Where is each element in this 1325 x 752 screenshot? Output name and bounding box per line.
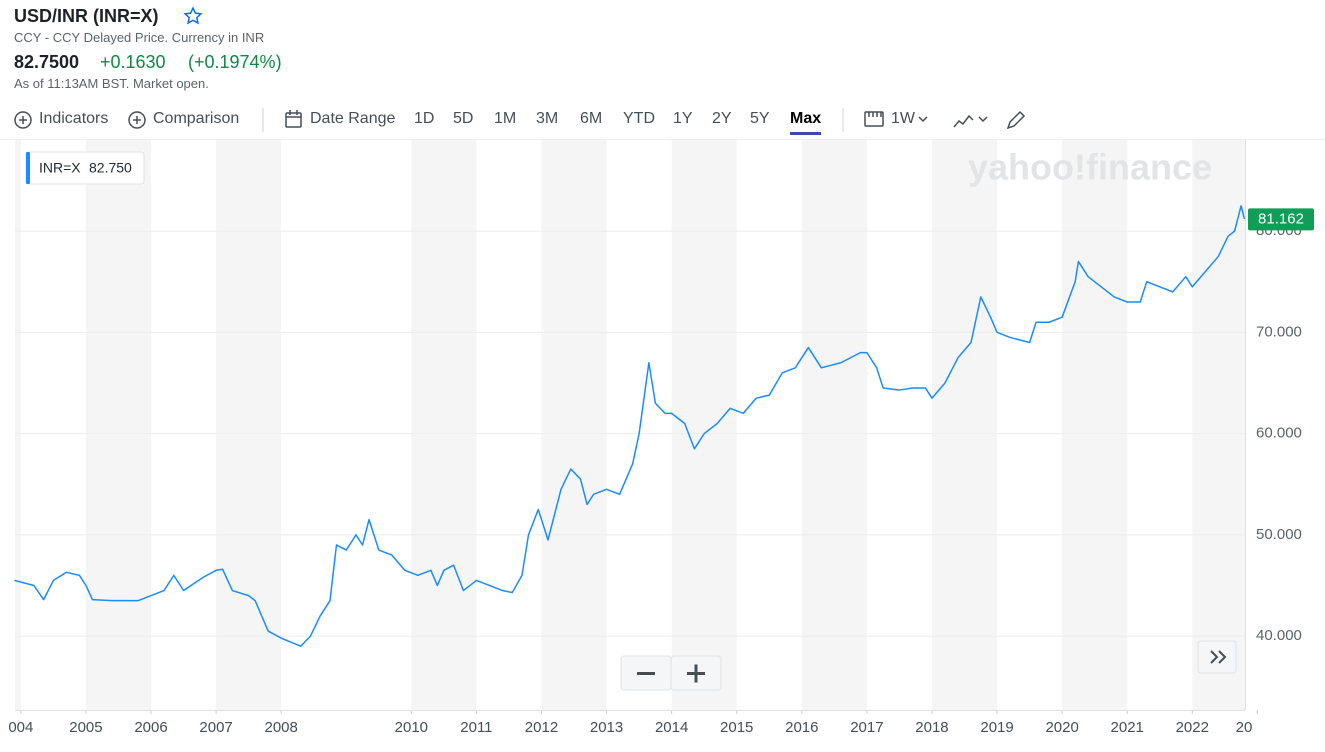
x-tick-label: 2005 xyxy=(69,719,102,736)
last-value-label: 81.162 xyxy=(1258,210,1304,227)
x-tick-label: 2020 xyxy=(1045,719,1078,736)
y-tick-label: 50.000 xyxy=(1256,526,1302,543)
price-line xyxy=(14,205,1246,647)
range-button[interactable]: Max xyxy=(790,110,822,135)
bands xyxy=(15,140,1245,710)
legend-swatch xyxy=(26,152,30,184)
range-button[interactable]: 5D xyxy=(453,110,474,127)
x-tick-label: 2014 xyxy=(655,719,688,736)
x-tick-label: 2013 xyxy=(590,719,623,736)
x-tick-label: 2007 xyxy=(199,719,232,736)
market-note: As of 11:13AM BST. Market open. xyxy=(14,76,209,91)
watermark: yahoo!finance xyxy=(968,147,1212,188)
year-band xyxy=(931,140,998,710)
interval-button[interactable]: 1W xyxy=(891,110,915,127)
year-band xyxy=(411,140,477,710)
range-button[interactable]: 5Y xyxy=(750,110,770,127)
x-tick-label: 20 xyxy=(1236,719,1253,736)
indicators-button[interactable]: Indicators xyxy=(39,110,109,127)
x-tick-label: 2008 xyxy=(264,719,297,736)
range-button[interactable]: 1D xyxy=(414,110,435,127)
year-band xyxy=(671,140,737,710)
grid xyxy=(15,230,1258,714)
price: 82.7500 xyxy=(14,52,80,72)
year-band xyxy=(1192,140,1245,710)
y-tick-label: 60.000 xyxy=(1256,425,1302,442)
plot xyxy=(14,205,1246,647)
x-tick-label: 2022 xyxy=(1176,719,1209,736)
legend-value: 82.750 xyxy=(89,160,132,176)
comparison-button[interactable]: Comparison xyxy=(153,110,240,127)
range-button[interactable]: 3M xyxy=(536,110,559,127)
x-tick-label: 2017 xyxy=(850,719,883,736)
change-percent: (+0.1974%) xyxy=(188,52,282,72)
year-band xyxy=(801,140,867,710)
legend-name: INR=X xyxy=(39,160,81,176)
year-band xyxy=(15,140,21,710)
zoom-out[interactable] xyxy=(620,655,672,691)
watchlist-star[interactable] xyxy=(183,6,203,26)
x-tick-label: 004 xyxy=(8,719,33,736)
year-band xyxy=(541,140,607,710)
toolbar-icons xyxy=(14,108,1026,132)
range-button[interactable]: 6M xyxy=(580,110,603,127)
x-tick-label: 2019 xyxy=(980,719,1013,736)
scroll-right[interactable] xyxy=(1197,640,1237,674)
y-tick-label: 70.000 xyxy=(1256,323,1302,340)
change: +0.1630 xyxy=(100,52,166,72)
year-band xyxy=(216,140,282,710)
x-tick-label: 2006 xyxy=(134,719,167,736)
range-button[interactable]: YTD xyxy=(623,110,655,127)
last-value-badge xyxy=(1248,208,1314,231)
title: USD/INR (INR=X) xyxy=(14,6,159,26)
x-tick-label: 2010 xyxy=(395,719,428,736)
range-button[interactable]: 1M xyxy=(494,110,517,127)
range-button[interactable]: 2Y xyxy=(712,110,732,127)
x-tick-label: 2012 xyxy=(525,719,558,736)
axes: 004 2005 2006 2007 2008 2010 2011 2012 2013 2014 2… xyxy=(8,140,1314,736)
subtitle: CCY - CCY Delayed Price. Currency in INR xyxy=(14,30,265,45)
zoom-in[interactable] xyxy=(670,655,722,691)
x-tick-label: 2018 xyxy=(915,719,948,736)
range-button[interactable]: 1Y xyxy=(673,110,693,127)
date-range-button[interactable]: Date Range xyxy=(310,110,396,127)
year-band xyxy=(1062,140,1128,710)
x-tick-label: 2021 xyxy=(1111,719,1144,736)
x-tick-label: 2015 xyxy=(720,719,753,736)
x-tick-label: 2011 xyxy=(460,719,492,736)
y-tick-label: 40.000 xyxy=(1256,627,1302,644)
year-band xyxy=(85,140,152,710)
x-tick-label: 2016 xyxy=(785,719,818,736)
